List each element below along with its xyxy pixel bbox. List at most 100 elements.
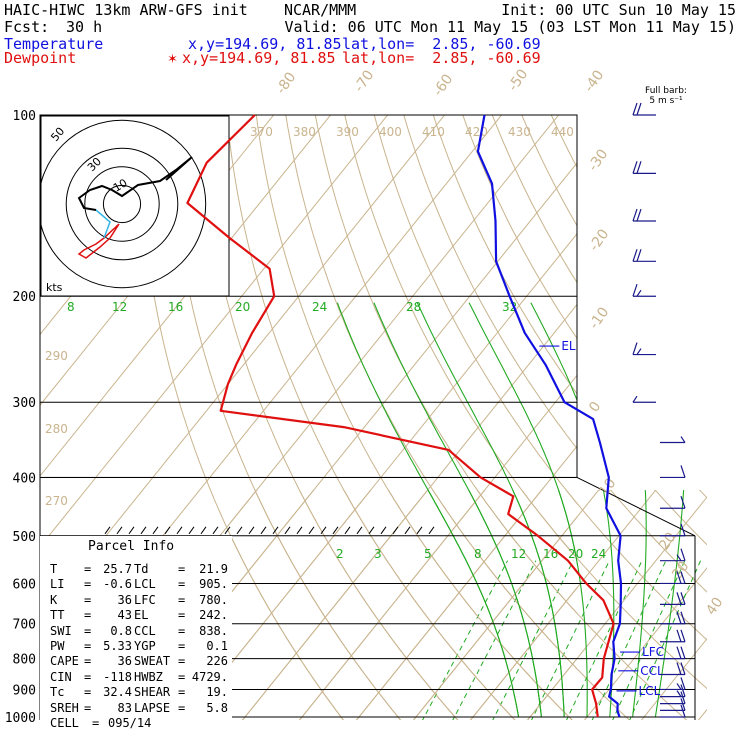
dry-adiabat-line (521, 490, 707, 690)
dewpoint-xy: x,y=194.69, 81.85 (182, 49, 336, 67)
moist-adiabat-line (416, 302, 565, 718)
wind-barb (660, 496, 686, 509)
moist-adiabat-line (373, 302, 542, 718)
moist-adiabat-line (530, 302, 577, 402)
parcel-key: CIN (50, 669, 72, 684)
parcel-info-row: K = 36 LFC = 780. (50, 592, 228, 607)
hatch-mark (380, 526, 387, 535)
wind-barb (632, 208, 656, 222)
mixing-ratio-line (422, 560, 509, 720)
level-marker-label: EL (561, 339, 576, 353)
dry-adiabat-line (698, 490, 707, 499)
hatch-mark (284, 526, 291, 535)
theta-label: 420 (465, 125, 488, 139)
parcel-info-row: PW = 5.33 YGP = 0.1 (50, 639, 228, 653)
wind-barb (632, 161, 656, 174)
isotherm-line (469, 587, 577, 720)
theta-label: 410 (422, 125, 445, 139)
wind-barb (632, 249, 656, 262)
moist-adiabat-label: 8 (67, 300, 75, 314)
parcel-key: SWEAT (134, 654, 171, 669)
dry-adiabat-line (574, 102, 740, 730)
valid-time: Valid: 06 UTC Mon 11 May 15 (03 LST Mon … (284, 18, 736, 36)
dry-adiabat-line (516, 102, 740, 730)
isotherm-label: -80 (273, 69, 299, 97)
pressure-tick-label: 1000 (5, 711, 36, 726)
mixing-ratio-label: 3 (374, 547, 382, 561)
level-marker-label: LCL (639, 684, 661, 698)
parcel-value: 780. (199, 592, 228, 607)
parcel-info-row: Tc = 32.4 SHEAR = 19. (50, 685, 228, 700)
dry-adiabat-line (609, 490, 707, 593)
temperature-latlon: lat,lon= 2.85, -60.69 (342, 35, 541, 53)
parcel-value: 83 (117, 700, 132, 715)
theta-label: 440 (551, 125, 574, 139)
parcel-key: YGP (134, 639, 156, 653)
theta-label: 370 (250, 125, 273, 139)
wind-barb (660, 436, 686, 444)
isotherm-line (184, 232, 577, 720)
wind-barb (660, 611, 686, 625)
isotherm-line (40, 115, 389, 548)
wind-barb (632, 395, 656, 403)
parcel-value: 242. (199, 608, 228, 623)
moist-adiabat-line (654, 490, 685, 718)
parcel-value: 905. (199, 577, 228, 592)
hatch-mark (248, 526, 255, 535)
wind-barb (660, 465, 686, 479)
wind-barb (660, 548, 686, 562)
parcel-key: LI (50, 577, 65, 592)
dry-adiabat-line (691, 102, 740, 730)
parcel-value: 226 (206, 654, 228, 669)
moist-adiabat-line (468, 302, 577, 566)
dewpoint-trace (186, 114, 615, 718)
pressure-tick-label: 600 (13, 577, 36, 592)
dry-adiabat-line (574, 102, 740, 730)
frame-diagonal (576, 476, 696, 537)
moist-adiabat-label: 16 (168, 300, 183, 314)
moist-adiabat-line (602, 490, 615, 718)
isotherm-line (40, 115, 446, 619)
isotherm-line (577, 102, 740, 730)
hatch-mark (104, 526, 111, 535)
hatch-mark (392, 526, 399, 535)
dewpoint-star-icon: ✶ (168, 49, 178, 67)
parcel-key: CAPE (50, 654, 79, 669)
dry-adiabat-line (298, 490, 459, 720)
dry-adiabat-line (344, 115, 577, 559)
dry-adiabat-line (654, 490, 707, 546)
barb-title-2: 5 m s⁻¹ (649, 96, 683, 106)
parcel-value: 0.1 (206, 639, 228, 653)
hatch-mark (128, 526, 135, 535)
mixing-ratio-label: 16 (543, 547, 558, 561)
parcel-info-row: SREH = 83 LAPSE = 5.8 (50, 700, 228, 715)
dry-adiabat-line (604, 102, 740, 730)
hatch-mark (176, 526, 183, 535)
isotherm-label: -60 (430, 71, 456, 99)
forecast-hour: 30 h (66, 18, 103, 36)
dry-adiabat-line (521, 115, 577, 227)
level-marker-label: CCL (640, 664, 664, 678)
moist-adiabat-line (557, 490, 588, 717)
parcel-info-row: T = 25.7 Td = 21.9 (50, 562, 228, 576)
isotherm-line (469, 490, 657, 720)
dry-adiabat-line (476, 490, 688, 720)
hatch-mark (212, 526, 219, 535)
dewpoint-latlon: lat,lon= 2.85, -60.69 (342, 49, 541, 67)
isotherm-label: -10 (586, 304, 612, 332)
dry-adiabat-line (226, 115, 516, 720)
wind-barb (660, 629, 686, 643)
isotherm-line (583, 567, 707, 720)
isotherm-label: 20 (656, 530, 679, 554)
moist-adiabat-label: 20 (235, 300, 250, 314)
mixing-ratio-label: 2 (336, 547, 344, 561)
pressure-tick-label: 100 (13, 109, 36, 124)
hatch-mark (188, 526, 195, 535)
dry-adiabat-line (550, 115, 577, 169)
parcel-key: EL (134, 608, 149, 623)
hatch-mark (308, 526, 315, 535)
isotherm-label: -30 (585, 146, 611, 174)
isotherm-line (40, 115, 332, 477)
hatch-mark (344, 526, 351, 535)
parcel-value: 5.33 (103, 639, 132, 653)
